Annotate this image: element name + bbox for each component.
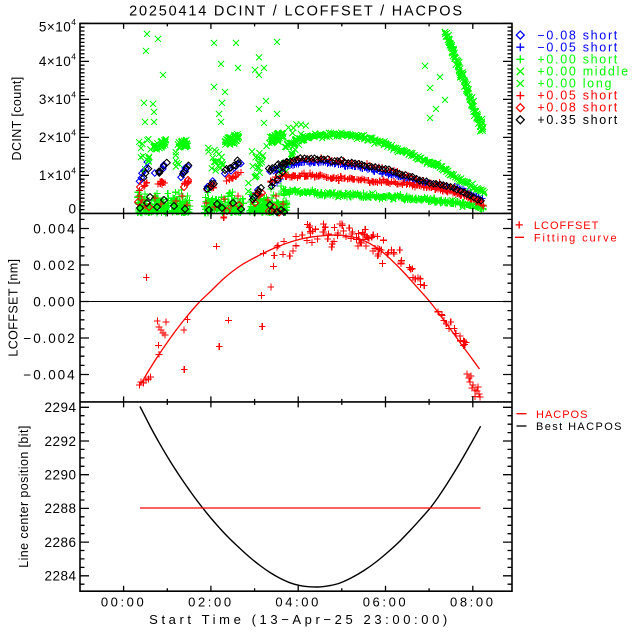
svg-text:−0.004: −0.004 [23, 367, 76, 382]
svg-text:4×104: 4×104 [39, 52, 77, 70]
svg-text:+0.00 short: +0.00 short [537, 52, 619, 66]
svg-text:Line center position [bit]: Line center position [bit] [17, 425, 31, 567]
svg-text:2288: 2288 [44, 501, 76, 516]
svg-text:LCOFFSET: LCOFFSET [534, 220, 599, 232]
svg-text:Best HACPOS: Best HACPOS [536, 421, 623, 433]
svg-text:2294: 2294 [44, 400, 76, 415]
svg-text:Start Time (13−Apr−25 23:00:00: Start Time (13−Apr−25 23:00:00) [149, 612, 451, 627]
svg-text:3×104: 3×104 [39, 90, 77, 108]
svg-text:−0.05 short: −0.05 short [537, 40, 619, 54]
svg-text:−0.002: −0.002 [23, 331, 76, 346]
svg-text:−0.08 short: −0.08 short [537, 28, 619, 42]
svg-text:+0.00 long: +0.00 long [537, 77, 613, 91]
svg-text:04:00: 04:00 [275, 595, 321, 610]
svg-text:02:00: 02:00 [188, 595, 234, 610]
svg-text:2292: 2292 [44, 434, 76, 449]
svg-text:00:00: 00:00 [101, 595, 147, 610]
svg-text:2×104: 2×104 [39, 128, 77, 146]
svg-text:2290: 2290 [44, 468, 76, 483]
svg-text:0.004: 0.004 [33, 221, 76, 236]
svg-text:DCINT [count]: DCINT [count] [10, 76, 24, 160]
svg-text:1×104: 1×104 [39, 166, 77, 184]
svg-text:20250414 DCINT / LCOFFSET / HA: 20250414 DCINT / LCOFFSET / HACPOS [129, 4, 464, 20]
svg-text:+0.35 short: +0.35 short [537, 113, 619, 127]
svg-text:+0.05 short: +0.05 short [537, 89, 619, 103]
svg-text:0.002: 0.002 [33, 258, 76, 273]
svg-text:0: 0 [68, 202, 76, 217]
svg-text:2286: 2286 [44, 535, 76, 550]
svg-text:06:00: 06:00 [363, 595, 409, 610]
svg-text:08:00: 08:00 [450, 595, 496, 610]
svg-text:+0.08 short: +0.08 short [537, 101, 619, 115]
svg-text:2284: 2284 [44, 569, 76, 584]
svg-text:+0.00 middle: +0.00 middle [537, 65, 629, 79]
svg-text:Fitting curve: Fitting curve [534, 232, 619, 244]
svg-text:HACPOS: HACPOS [536, 409, 588, 421]
svg-text:5×104: 5×104 [39, 17, 77, 34]
svg-text:0.000: 0.000 [33, 294, 76, 309]
svg-text:LCOFFSET [nm]: LCOFFSET [nm] [7, 259, 21, 357]
